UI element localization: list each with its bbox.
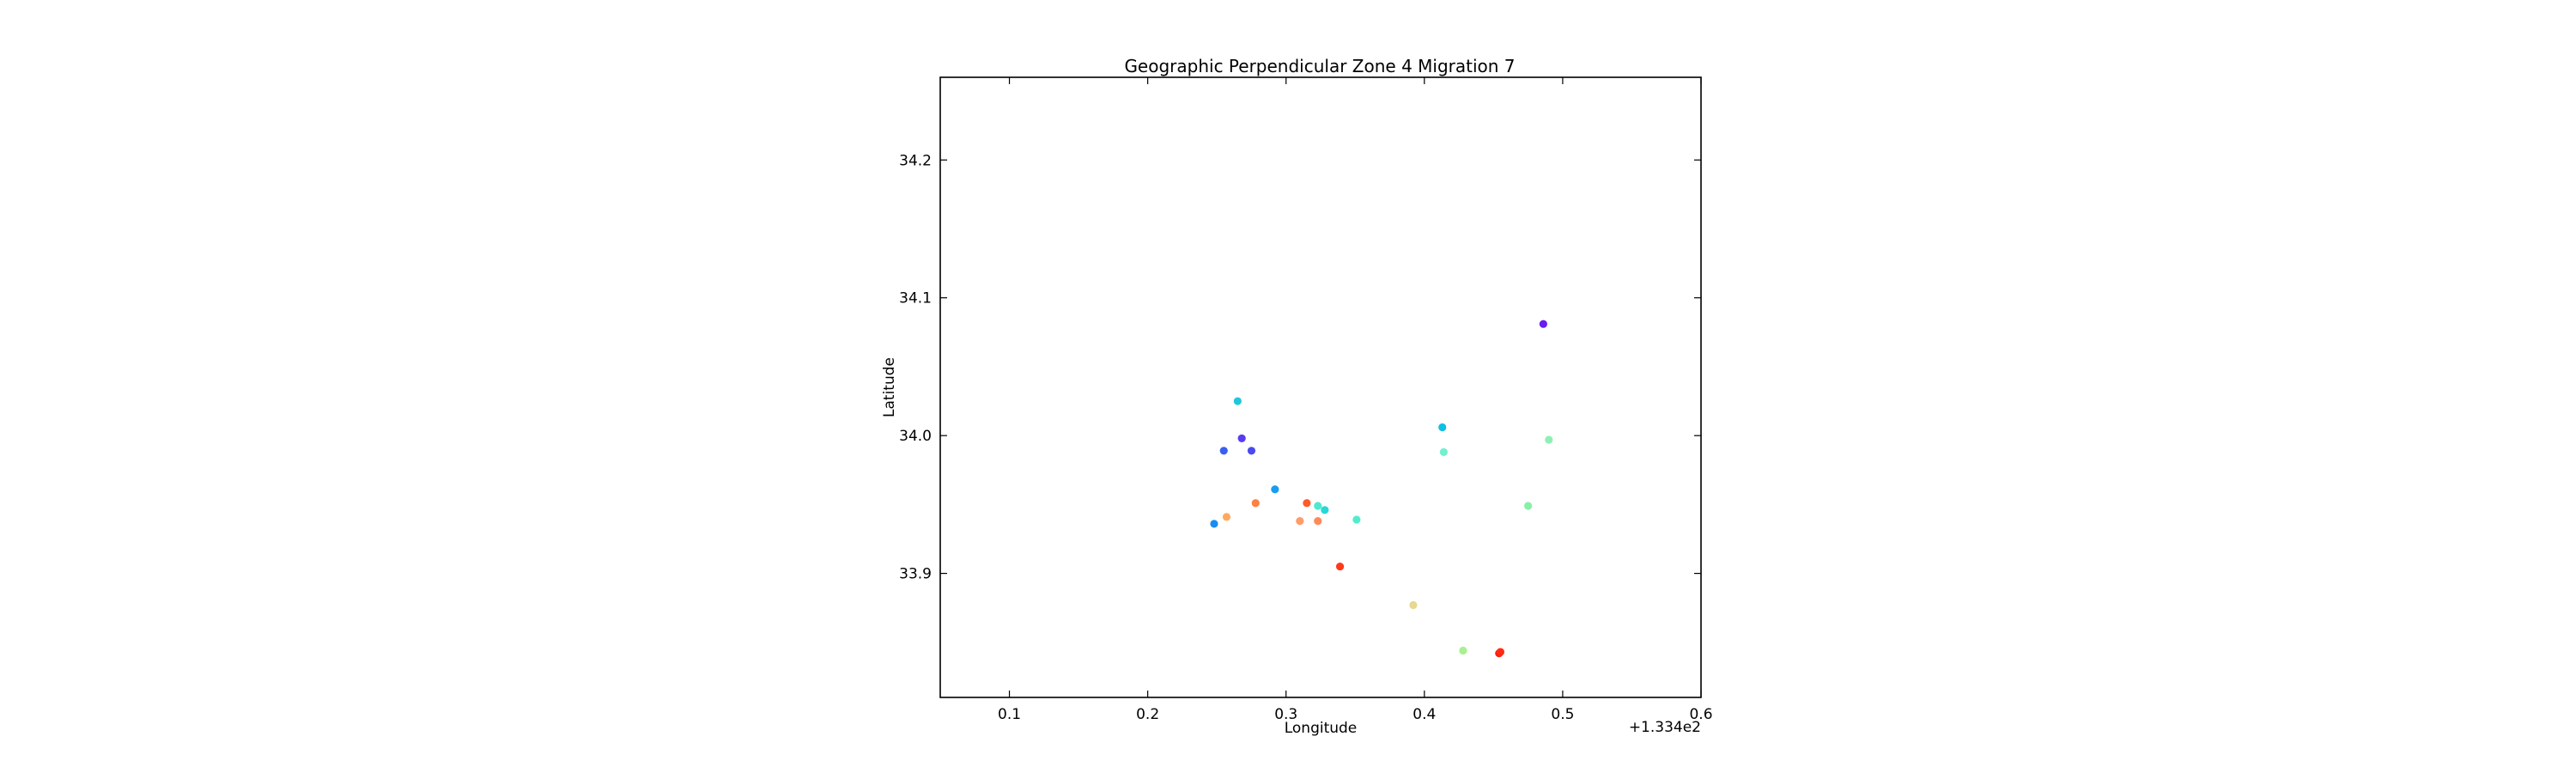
scatter-point xyxy=(1496,648,1505,656)
scatter-point xyxy=(1303,499,1311,508)
y-tick-label: 34.0 xyxy=(899,428,932,445)
scatter-point xyxy=(1219,447,1228,455)
y-tick-label: 34.2 xyxy=(899,152,932,169)
plot-area xyxy=(939,76,1702,698)
scatter-point xyxy=(1210,520,1218,528)
scatter-point xyxy=(1409,600,1418,610)
scatter-point xyxy=(1439,447,1448,457)
scatter-point xyxy=(1539,320,1547,328)
scatter-point xyxy=(1314,517,1322,526)
scatter-point xyxy=(1296,517,1304,526)
x-axis-label: Longitude xyxy=(1285,720,1358,737)
x-axis: 0.1 0.2 0.3 0.4 0.5 0.6 xyxy=(998,77,1713,723)
scatter-point xyxy=(1237,434,1246,442)
chart-title: Geographic Perpendicular Zone 4 Migratio… xyxy=(1124,56,1515,76)
scatter-point xyxy=(1247,447,1256,455)
data-points xyxy=(1210,320,1553,658)
y-tick-label: 33.9 xyxy=(899,566,932,583)
scatter-point xyxy=(1524,502,1533,510)
scatter-point xyxy=(1314,502,1322,510)
scatter-point xyxy=(1352,515,1361,524)
scatter-point xyxy=(1321,506,1329,514)
x-tick-label: 0.5 xyxy=(1551,706,1574,723)
scatter-point xyxy=(1335,562,1345,571)
scatter-point xyxy=(1545,435,1553,444)
x-tick-label: 0.2 xyxy=(1136,706,1159,723)
scatter-point xyxy=(1222,513,1231,521)
x-tick-label: 0.6 xyxy=(1689,706,1712,723)
x-tick-label: 0.1 xyxy=(998,706,1021,723)
scatter-point xyxy=(1251,499,1260,508)
y-tick-label: 34.1 xyxy=(899,290,932,307)
scatter-point xyxy=(1271,485,1279,494)
scatter-point xyxy=(1438,423,1447,432)
scatter-point xyxy=(1233,397,1242,405)
x-tick-label: 0.4 xyxy=(1413,706,1436,723)
scatter-point xyxy=(1459,646,1467,655)
y-axis: 33.9 34.0 34.1 34.2 xyxy=(899,152,1701,583)
y-axis-label: Latitude xyxy=(881,357,898,417)
x-tick-label: 0.3 xyxy=(1274,706,1297,723)
x-offset-label: +1.334e2 xyxy=(1629,719,1701,736)
